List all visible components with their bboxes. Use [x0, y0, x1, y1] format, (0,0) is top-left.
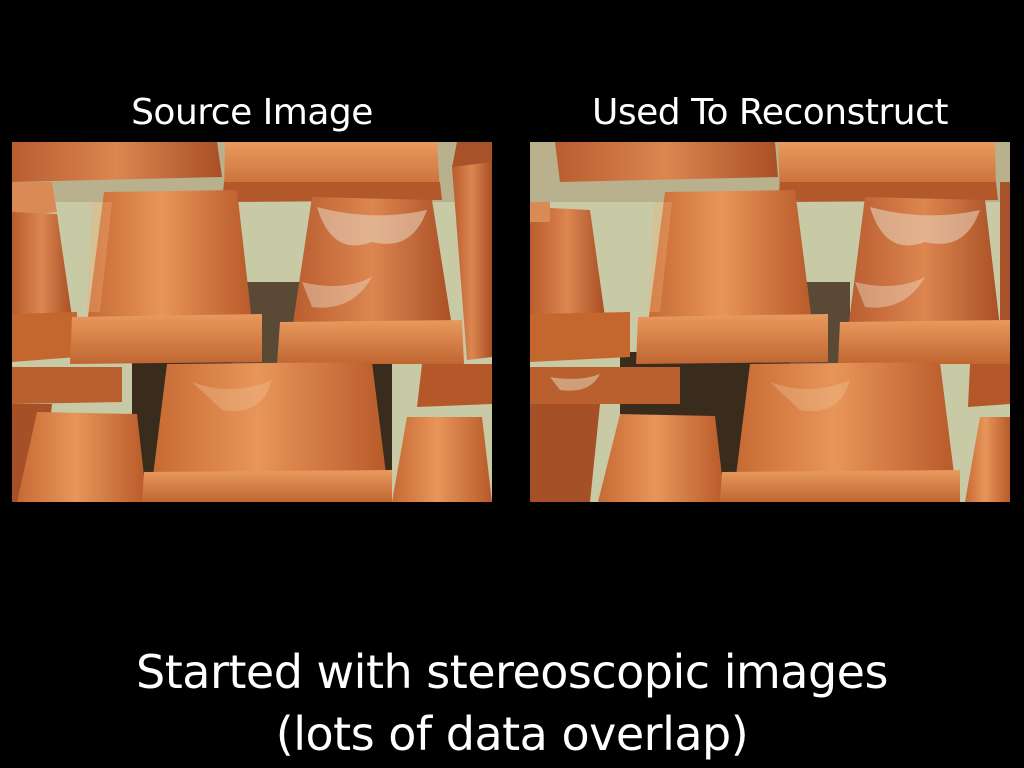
- reconstruct-image-title: Used To Reconstruct: [592, 92, 948, 133]
- reconstruct-photo-illustration: [530, 142, 1010, 502]
- source-image-title: Source Image: [131, 92, 373, 133]
- caption-line-1: Started with stereoscopic images: [136, 645, 888, 699]
- source-photo-illustration: [12, 142, 492, 502]
- source-photo: [12, 142, 492, 502]
- reconstruct-photo: [530, 142, 1010, 502]
- caption-line-2: (lots of data overlap): [275, 707, 749, 761]
